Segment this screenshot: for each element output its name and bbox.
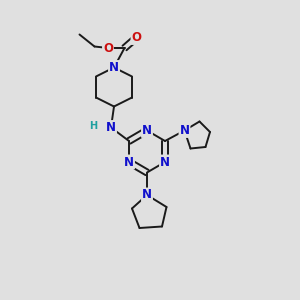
Text: N: N [179, 124, 190, 137]
Text: N: N [124, 155, 134, 169]
Text: N: N [106, 121, 116, 134]
Text: N: N [109, 61, 119, 74]
Text: N: N [142, 188, 152, 202]
Text: H: H [89, 121, 98, 131]
Text: O: O [131, 31, 142, 44]
Text: N: N [142, 124, 152, 137]
Text: N: N [160, 155, 170, 169]
Text: O: O [103, 41, 113, 55]
